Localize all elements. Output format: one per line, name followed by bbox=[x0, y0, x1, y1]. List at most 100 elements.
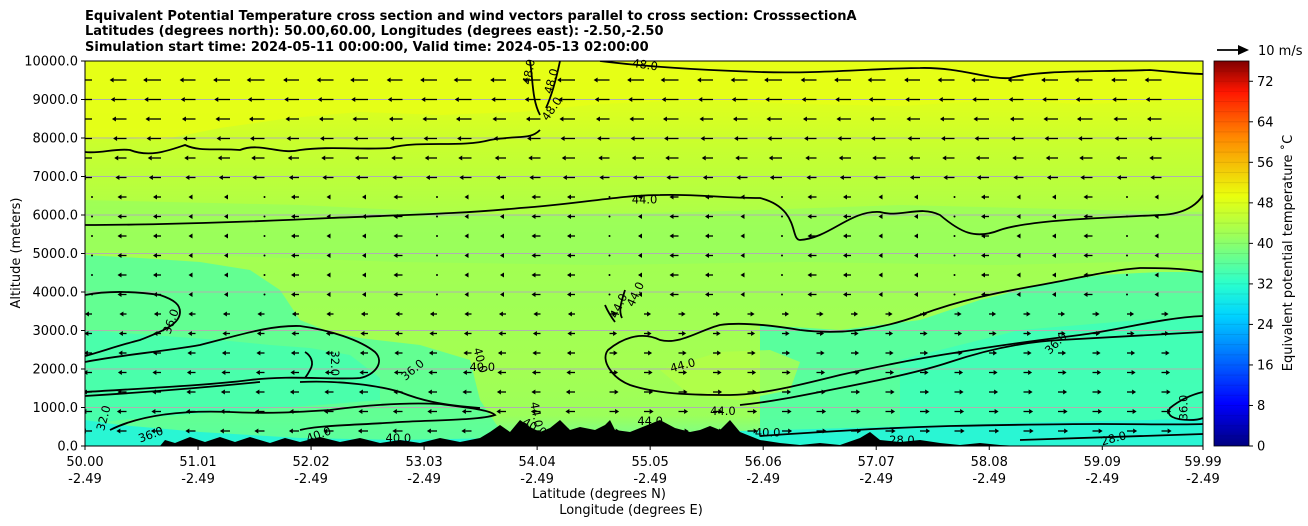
wind-vector-head bbox=[1164, 311, 1169, 317]
wind-vector bbox=[566, 370, 575, 375]
wind-vector-head bbox=[975, 155, 980, 161]
wind-vector bbox=[1154, 233, 1159, 239]
wind-vector bbox=[1092, 428, 1103, 434]
wind-vector-head bbox=[76, 78, 80, 83]
wind-vector-head bbox=[594, 97, 599, 102]
wind-vector-head bbox=[878, 233, 883, 239]
colorbar-tick-label: 48 bbox=[1257, 196, 1274, 211]
wind-vector bbox=[1146, 116, 1162, 122]
wind-vector-head bbox=[937, 77, 942, 83]
y-tick-label: 2000.0 bbox=[33, 363, 79, 378]
wind-vector bbox=[420, 77, 437, 83]
contour-48-top bbox=[529, 61, 1203, 116]
wind-vector-head bbox=[904, 77, 909, 83]
wind-vector-head bbox=[113, 136, 118, 141]
wind-vector bbox=[972, 97, 989, 102]
contour-48-mid bbox=[85, 129, 541, 155]
wind-vector bbox=[145, 116, 161, 122]
wind-vector bbox=[594, 97, 610, 102]
wind-vector-head bbox=[1052, 292, 1056, 297]
warm-mid-patch bbox=[660, 350, 800, 400]
wind-vector bbox=[454, 97, 472, 102]
wind-vector bbox=[713, 389, 723, 395]
wind-vector-head bbox=[785, 331, 790, 336]
wind-vector-head bbox=[527, 136, 532, 141]
wind-vector-head bbox=[1149, 155, 1154, 161]
wind-vector-head bbox=[557, 77, 562, 83]
wind-vector-head bbox=[995, 428, 1000, 434]
wind-vector bbox=[698, 97, 713, 102]
wind-vector-head bbox=[638, 272, 642, 278]
wind-vector bbox=[255, 389, 265, 395]
x-tick-label-lon: -2.49 bbox=[859, 472, 893, 487]
colorbar: 0 8 16 24 32 40 48 56 64 72 Equivalent potential … bbox=[1213, 60, 1296, 455]
wind-vector-head bbox=[464, 311, 469, 317]
wind-vector bbox=[1112, 97, 1127, 102]
wind-vector bbox=[316, 77, 334, 83]
wind-vector-head bbox=[613, 350, 618, 356]
wind-vector bbox=[393, 253, 403, 258]
wind-vector bbox=[215, 116, 230, 122]
wind-vector bbox=[498, 331, 506, 336]
wind-vector bbox=[290, 350, 299, 356]
wind-vector-head bbox=[324, 370, 329, 375]
wind-vector-head bbox=[1042, 97, 1047, 102]
wind-vector-head bbox=[807, 272, 812, 278]
wind-vector-head bbox=[957, 311, 962, 317]
wind-vector bbox=[678, 409, 689, 414]
wind-vector bbox=[148, 175, 161, 180]
wind-vector bbox=[560, 136, 575, 141]
wind-vector bbox=[224, 214, 228, 219]
wind-vector bbox=[462, 370, 472, 375]
wind-vector bbox=[953, 215, 956, 218]
wind-vector-head bbox=[716, 331, 721, 336]
wind-vector bbox=[807, 272, 817, 278]
wind-vector-head bbox=[854, 311, 859, 317]
contour-28-lower bbox=[759, 423, 1203, 441]
wind-vector bbox=[561, 155, 575, 161]
wind-vector bbox=[455, 116, 472, 122]
wind-vector bbox=[463, 350, 472, 356]
wind-vector-head bbox=[1016, 253, 1021, 258]
wind-vector-head bbox=[114, 155, 119, 161]
wind-vector bbox=[732, 116, 748, 122]
wind-vector bbox=[697, 77, 713, 83]
wind-vector bbox=[939, 116, 955, 122]
wind-vector-head bbox=[180, 97, 185, 102]
wind-vector-head bbox=[807, 194, 812, 200]
wind-vector-head bbox=[464, 194, 469, 200]
wind-vector bbox=[1011, 136, 1024, 141]
wind-vector-head bbox=[532, 350, 537, 356]
wind-vector bbox=[1161, 370, 1171, 375]
wind-vector-head bbox=[185, 175, 190, 180]
wind-vector bbox=[740, 292, 745, 297]
wind-vector bbox=[422, 116, 437, 122]
wind-vector bbox=[91, 235, 93, 237]
wind-vector bbox=[1092, 311, 1100, 317]
wind-vector bbox=[500, 292, 504, 297]
x-tick-label-lon: -2.49 bbox=[746, 472, 780, 487]
wind-vector bbox=[1161, 428, 1172, 434]
wind-vector bbox=[558, 97, 575, 102]
contour-36-left bbox=[85, 325, 380, 393]
wind-vector bbox=[326, 292, 331, 297]
wind-vector-head bbox=[455, 116, 460, 122]
wind-vector-head bbox=[699, 116, 704, 122]
wind-vector bbox=[246, 77, 265, 83]
wind-vector bbox=[907, 136, 920, 141]
wind-vector-head bbox=[353, 136, 358, 141]
wind-vector bbox=[391, 155, 403, 161]
wind-vector-head bbox=[891, 428, 896, 434]
contour-44-right bbox=[604, 267, 1203, 396]
wind-vector bbox=[805, 155, 817, 161]
wind-vector bbox=[423, 136, 437, 141]
wind-vector-head bbox=[463, 331, 468, 336]
wind-vector-head bbox=[1080, 175, 1085, 180]
wind-vector bbox=[1023, 350, 1032, 356]
wind-vector-head bbox=[462, 389, 467, 395]
wind-vector-head bbox=[567, 311, 572, 317]
wind-vector bbox=[1092, 350, 1101, 356]
wind-vector bbox=[221, 350, 230, 356]
wind-vector bbox=[565, 409, 575, 414]
wind-vector-head bbox=[891, 409, 896, 414]
